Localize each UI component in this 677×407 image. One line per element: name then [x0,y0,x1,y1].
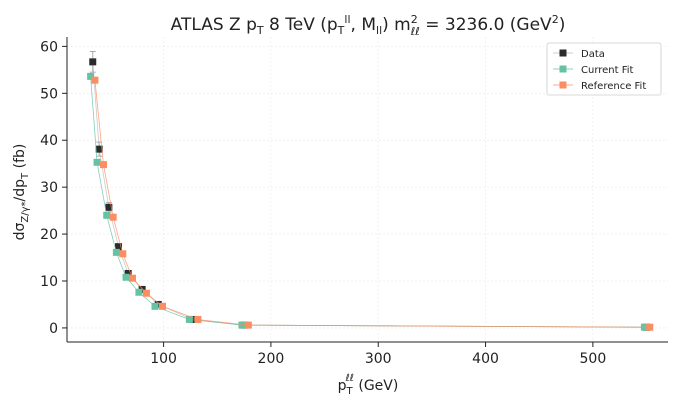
data-point [87,72,95,80]
data-point [93,158,101,166]
y-tick-label: 40 [40,133,58,149]
data-point [142,289,150,297]
y-tick-label: 20 [40,227,58,243]
x-tick-label: 200 [258,351,285,367]
data-point [99,161,107,169]
data-point [238,321,246,329]
legend: Data Current Fit Reference Fit [546,42,662,96]
series-line [92,61,647,328]
x-tick-label: 100 [150,351,177,367]
data-point [112,248,120,256]
data-point [119,250,127,258]
legend-box [546,42,662,96]
legend-label: Reference Fit [581,81,646,92]
y-tick-label: 60 [40,39,58,55]
x-tick-label: 500 [580,351,607,367]
data-point [244,321,252,329]
series-reference-fit [91,76,654,331]
legend-marker [559,49,567,57]
y-tick-label: 50 [40,86,58,102]
data-point [115,243,123,251]
data-point [159,302,167,310]
data-point [135,288,143,296]
chart-title: ATLAS Z pT 8 TeV (pTll, Mll) m2 ℓℓ = 3236… [171,13,566,38]
y-tick-label: 0 [49,321,58,337]
data-point [95,145,103,153]
legend-label: Data [581,49,605,60]
series-line [90,76,645,328]
y-axis-label: dσZ/γ*/dpT (fb) [12,144,31,241]
data-point [105,203,113,211]
data-point [194,315,202,323]
data-point [89,58,97,66]
legend-label: Current Fit [581,65,634,76]
plot-area [87,51,654,331]
axes: 100 200 300 400 500 0 10 20 30 40 50 60 [40,37,668,367]
series-current-fit [87,72,648,331]
x-tick-label: 400 [472,351,499,367]
x-axis-label: pTℓℓ (GeV) [338,373,399,397]
x-tick-label: 300 [365,351,392,367]
legend-marker [559,81,567,89]
data-point [646,323,654,331]
data-point [109,213,117,221]
data-point [122,273,130,281]
data-point [128,274,136,282]
legend-marker [559,65,567,73]
data-point [124,269,132,277]
y-tick-label: 30 [40,180,58,196]
series-line [94,80,650,328]
data-point [91,76,99,84]
data-point [185,315,193,323]
data-point [103,211,111,219]
data-point [151,302,159,310]
y-tick-label: 10 [40,274,58,290]
